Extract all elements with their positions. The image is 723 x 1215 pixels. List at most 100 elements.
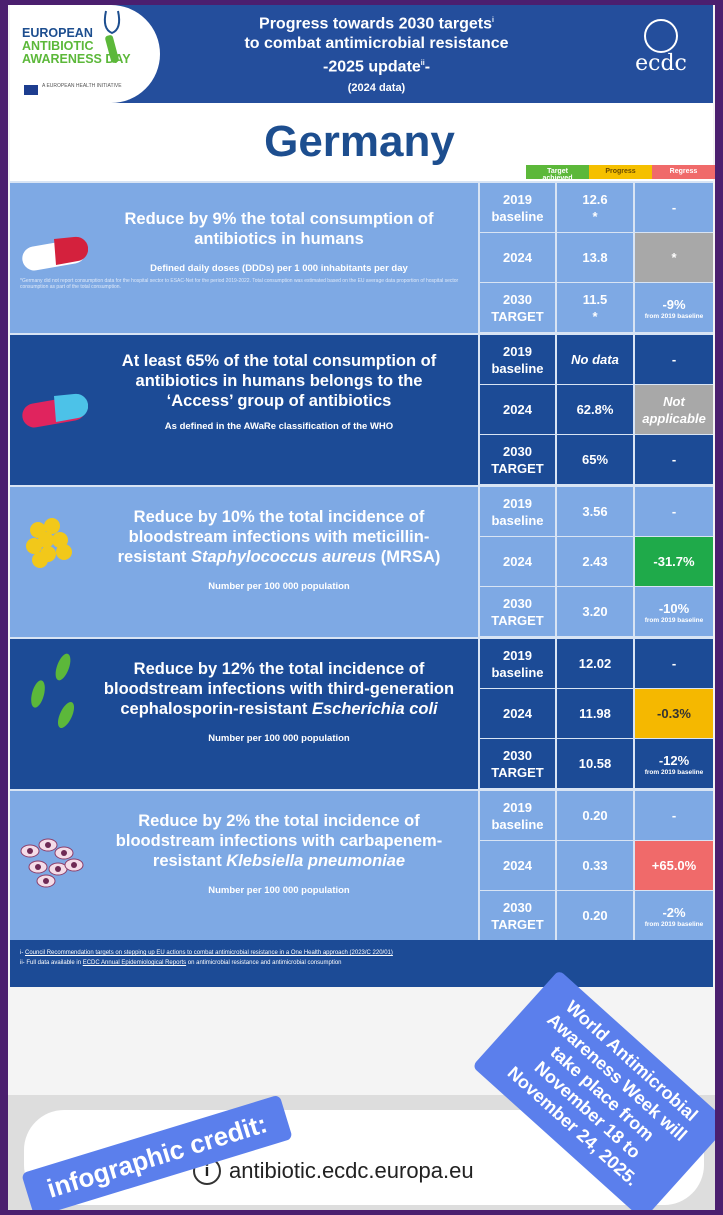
value: 3.56 (582, 504, 608, 519)
value: 12.02 (578, 656, 612, 671)
year-label: TARGET (491, 764, 544, 780)
year-label: TARGET (491, 916, 544, 932)
title-text: Reduce by 10% the total incidence of blo… (117, 508, 430, 566)
target-description: Reduce by 2% the total incidence of bloo… (10, 791, 478, 941)
organism-name: Staphylococcus aureus (190, 548, 377, 566)
value-cell: 62.8% (555, 385, 633, 435)
year-cell: 2024 (478, 537, 555, 587)
pill-red-white-icon (18, 233, 89, 278)
header-title: Progress towards 2030 targetsi to combat… (160, 11, 593, 98)
ecdc-logo: ecdc (629, 19, 693, 89)
year: 2019 (503, 495, 532, 511)
change-note: from 2019 baseline (644, 920, 704, 928)
change-cell: - (633, 639, 713, 689)
year-cell: 2030 TARGET (478, 435, 555, 485)
change-note: from 2019 baseline (644, 768, 704, 776)
value: 10.58 (578, 756, 612, 771)
legend-target-achieved: Target achieved (526, 165, 589, 182)
pill-blue-red-icon (18, 390, 89, 435)
value: No data (571, 352, 619, 367)
change-cell: -10% from 2019 baseline (633, 587, 713, 637)
year: 2019 (503, 647, 532, 663)
change: -0.3% (657, 706, 691, 721)
target-section: Reduce by 12% the total incidence of blo… (10, 637, 713, 789)
change-cell: -12% from 2019 baseline (633, 739, 713, 789)
value-cell: 11.98 (555, 689, 633, 739)
year-label: baseline (491, 512, 544, 528)
year-cell: 2030 TARGET (478, 283, 555, 333)
year-cell: 2019 baseline (478, 791, 555, 841)
value: 62.8% (576, 402, 614, 417)
title-dash: - (424, 58, 431, 76)
change-cell: -2% from 2019 baseline (633, 891, 713, 941)
target-section: Reduce by 9% the total consumption of an… (10, 181, 713, 333)
year: 2024 (503, 402, 532, 417)
year: 2024 (503, 250, 532, 265)
value-cell: 10.58 (555, 739, 633, 789)
value: 2.43 (582, 554, 608, 569)
unit-label: Number per 100 000 population (208, 885, 350, 896)
change-cell: -31.7% (633, 537, 713, 587)
eu-flag-icon (24, 85, 38, 95)
e-coli-icon (18, 649, 88, 744)
change: Not applicable (642, 393, 706, 426)
value-cell: 3.20 (555, 587, 633, 637)
year: 2030 (503, 291, 532, 307)
unit-label: Number per 100 000 population (208, 581, 350, 592)
value-note: * (592, 308, 598, 324)
value-cell: 0.20 (555, 791, 633, 841)
target-title: Reduce by 9% the total consumption of an… (124, 210, 434, 248)
value: 11.5 (582, 291, 608, 307)
footnote-marker: i- (20, 950, 24, 956)
year: 2024 (503, 858, 532, 873)
title-subtitle: (2024 data) (347, 81, 406, 94)
year-label: baseline (491, 664, 544, 680)
stethoscope-icon (103, 10, 121, 63)
year-cell: 2024 (478, 841, 555, 891)
year-label: baseline (491, 816, 544, 832)
target-title: Reduce by 12% the total incidence of blo… (100, 659, 458, 719)
logo-line: AWARENESS DAY (22, 52, 131, 66)
change: +65.0% (651, 858, 697, 873)
year-cell: 2019 baseline (478, 335, 555, 385)
year-label: TARGET (491, 308, 544, 324)
target-description: Reduce by 10% the total incidence of blo… (10, 487, 478, 637)
year-cell: 2024 (478, 233, 555, 283)
legend: Target achieved Progress Regress (526, 165, 715, 182)
title-text: Reduce by 12% the total incidence of blo… (103, 660, 455, 718)
footnote-marker: ii (420, 60, 425, 68)
target-section: At least 65% of the total consumption of… (10, 333, 713, 485)
target-description: At least 65% of the total consumption of… (10, 335, 478, 485)
value-cell: 0.20 (555, 891, 633, 941)
year-cell: 2030 TARGET (478, 739, 555, 789)
year: 2019 (503, 191, 532, 207)
year-cell: 2030 TARGET (478, 587, 555, 637)
change: -9% (662, 296, 686, 312)
title-line: -2025 update (322, 58, 421, 76)
value-cell: 13.8 (555, 233, 633, 283)
year: 2024 (503, 706, 532, 721)
logo-line: ANTIBIOTIC (22, 39, 94, 53)
year: 2019 (503, 343, 532, 359)
value-cell: 65% (555, 435, 633, 485)
value-cell: No data (555, 335, 633, 385)
value: 0.20 (582, 808, 608, 823)
ecdc-reports-link[interactable]: ECDC Annual Epidemiological Reports (82, 960, 187, 966)
change-cell: - (633, 791, 713, 841)
url-display[interactable]: i antibiotic.ecdc.europa.eu (193, 1157, 474, 1185)
legend-progress: Progress (589, 165, 652, 179)
value-cell: 12.02 (555, 639, 633, 689)
globe-icon (644, 19, 678, 53)
value-cell: 2.43 (555, 537, 633, 587)
title-line: Progress towards 2030 targets (259, 15, 493, 33)
eaad-logo: EUROPEAN ANTIBIOTIC AWARENESS DAY A EURO… (10, 5, 160, 103)
change-note: from 2019 baseline (644, 616, 704, 624)
value: 0.33 (582, 858, 608, 873)
url-text: antibiotic.ecdc.europa.eu (229, 1158, 474, 1183)
change-cell: -9% from 2019 baseline (633, 283, 713, 333)
title-line: to combat antimicrobial resistance (244, 35, 509, 53)
council-recommendation-link[interactable]: Council Recommendation targets on steppi… (25, 950, 393, 956)
organism-name: Escherichia coli (311, 700, 438, 718)
year-label: TARGET (491, 612, 544, 628)
year-cell: 2024 (478, 385, 555, 435)
